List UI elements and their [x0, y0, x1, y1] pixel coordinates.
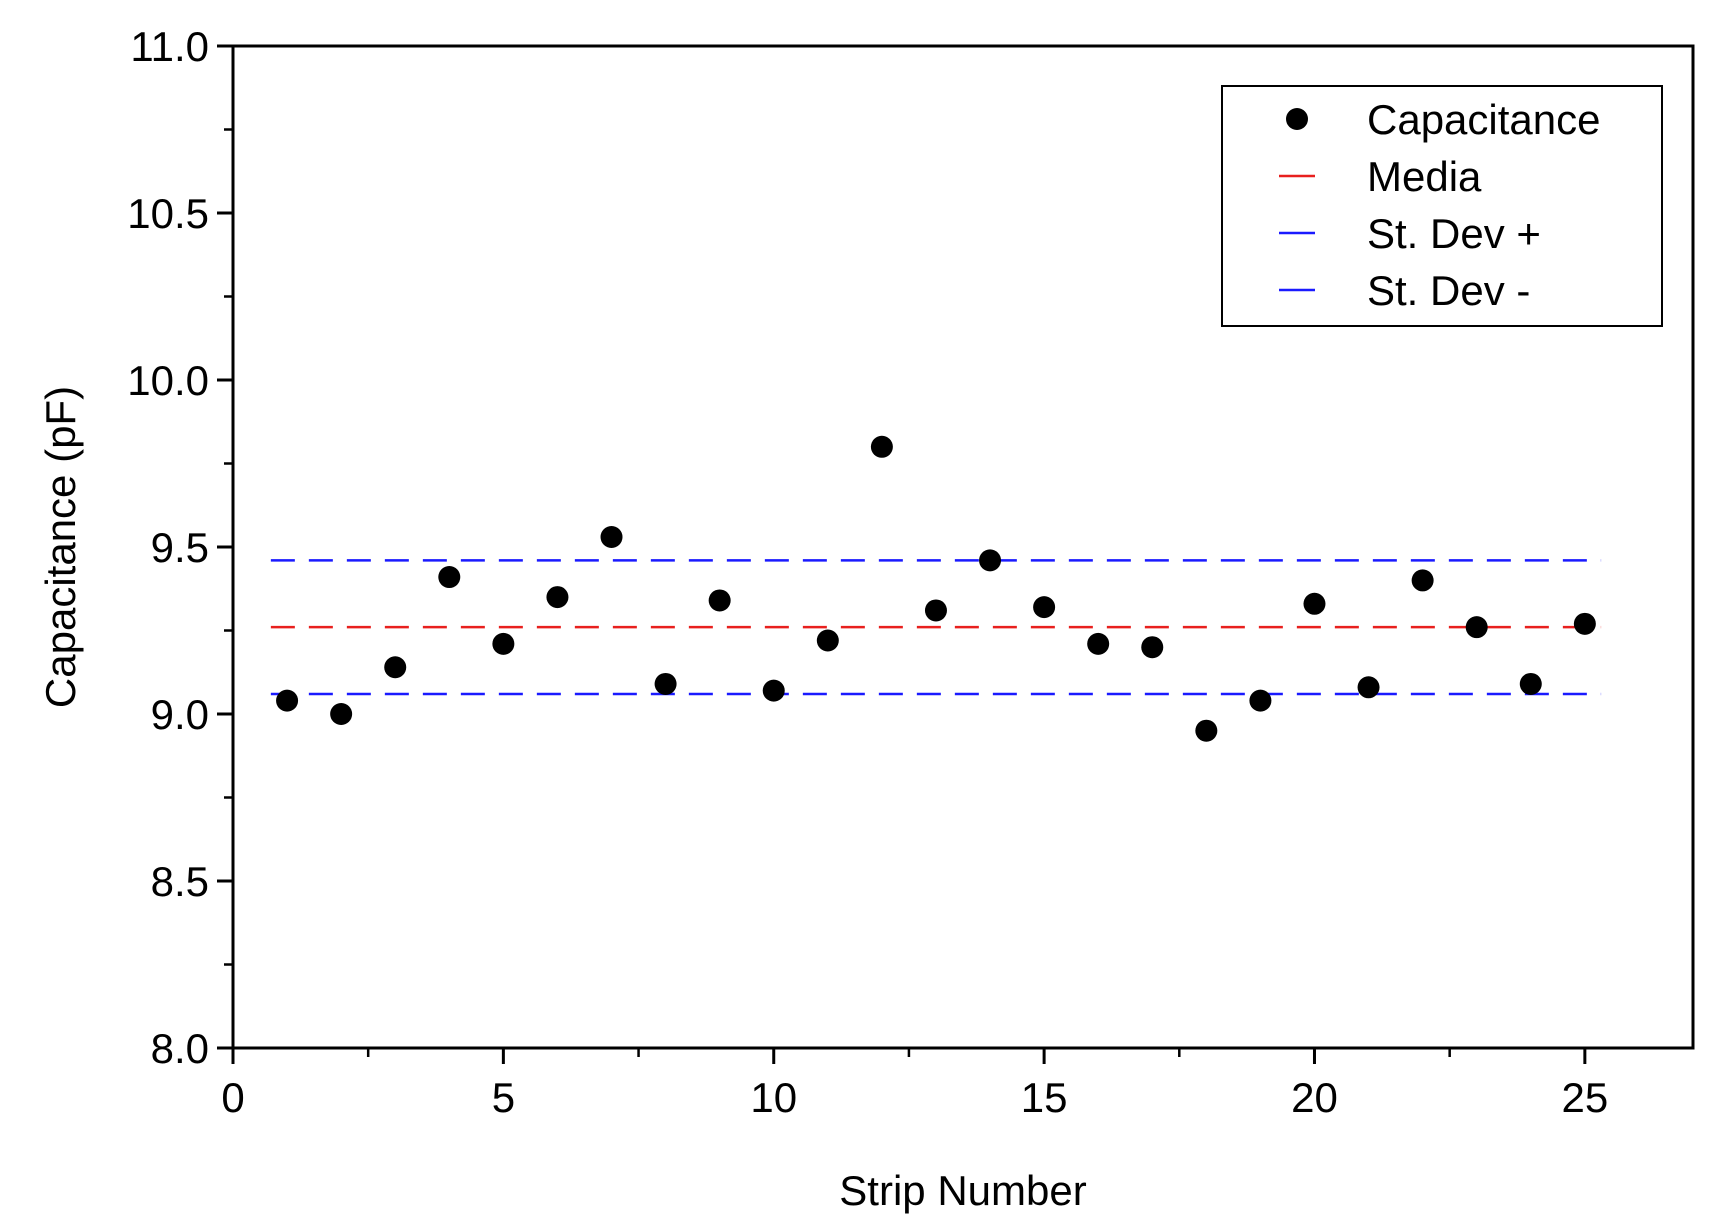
data-point: [1249, 689, 1272, 712]
data-point: [654, 672, 677, 695]
y-tick-label: 10.0: [127, 357, 209, 404]
data-point: [1573, 612, 1596, 635]
data-point: [1357, 676, 1380, 699]
data-point: [816, 629, 839, 652]
y-tick-label: 9.5: [151, 524, 209, 571]
reference-lines: [270, 559, 1602, 696]
data-point: [708, 589, 731, 612]
x-tick-label: 5: [492, 1074, 515, 1121]
data-point: [1303, 592, 1326, 615]
x-tick-label: 0: [221, 1074, 244, 1121]
data-point: [384, 656, 407, 679]
x-tick-label: 10: [750, 1074, 797, 1121]
data-point: [600, 525, 623, 548]
y-axis: 8.0 8.5 9.0 9.5 10.0 10.5 11.0: [127, 23, 233, 1072]
x-axis: 0 5 10 15 20 25: [221, 1048, 1608, 1121]
x-axis-label: Strip Number: [839, 1167, 1086, 1214]
y-tick-label: 10.5: [127, 190, 209, 237]
data-point: [870, 435, 893, 458]
data-point: [924, 599, 947, 622]
data-point: [1141, 636, 1164, 659]
data-point: [979, 549, 1002, 572]
y-tick-label: 11.0: [130, 23, 209, 70]
legend: Capacitance Media St. Dev + St. Dev -: [1221, 85, 1663, 327]
legend-marker: [1286, 108, 1308, 130]
legend-label: Media: [1367, 153, 1482, 200]
data-point: [1195, 719, 1218, 742]
legend-label: St. Dev +: [1367, 210, 1541, 257]
y-tick-label: 8.5: [151, 858, 209, 905]
y-tick-label: 8.0: [151, 1025, 209, 1072]
data-point: [546, 586, 569, 609]
data-point: [1465, 616, 1488, 639]
data-point: [1411, 569, 1434, 592]
data-point: [1033, 596, 1056, 619]
data-point: [276, 689, 299, 712]
legend-label: Capacitance: [1367, 96, 1600, 143]
data-point: [762, 679, 785, 702]
legend-label: St. Dev -: [1367, 267, 1530, 314]
data-points: [276, 435, 1596, 742]
data-point: [492, 632, 515, 655]
data-point: [330, 703, 353, 725]
data-point: [438, 566, 461, 589]
x-tick-label: 15: [1021, 1074, 1068, 1121]
data-point: [1519, 672, 1542, 695]
data-point: [1087, 632, 1110, 655]
x-tick-label: 25: [1561, 1074, 1608, 1121]
y-tick-label: 9.0: [151, 691, 209, 738]
x-tick-label: 20: [1291, 1074, 1338, 1121]
y-axis-label: Capacitance (pF): [37, 386, 84, 708]
